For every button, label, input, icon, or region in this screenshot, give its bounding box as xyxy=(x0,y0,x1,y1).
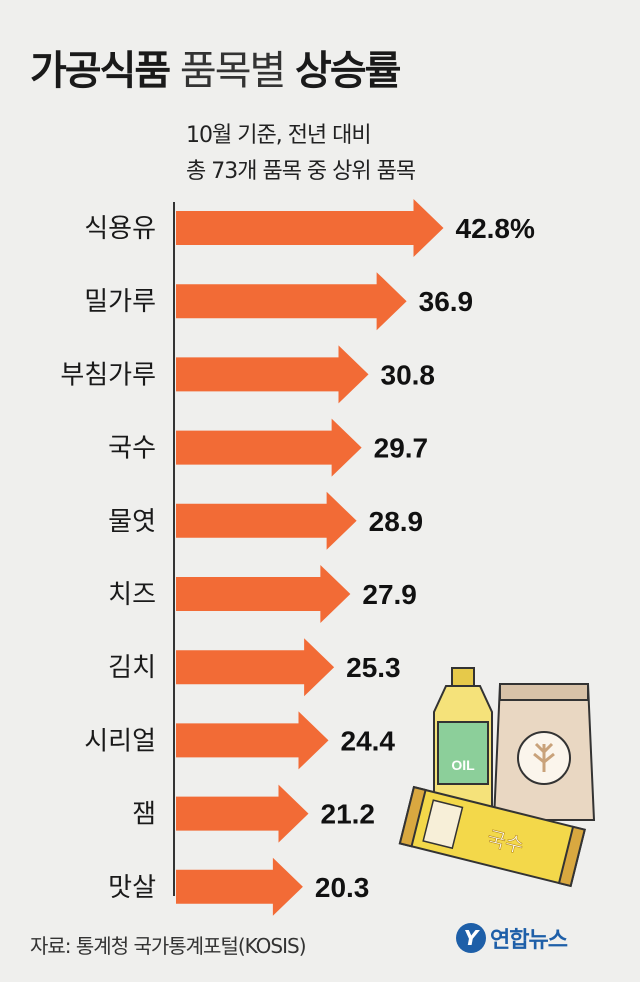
bar-5 xyxy=(176,565,351,623)
category-label-6: 김치 xyxy=(108,653,156,683)
bars-group: 식용유 42.8% 밀가루 36.9 부침가루 30.8 국수 29.7 물엿 28.9 치즈 27.… xyxy=(60,199,535,916)
logo-text: 연합뉴스 xyxy=(490,928,568,953)
category-label-7: 시리얼 xyxy=(84,726,156,756)
value-label-8: 21.2 xyxy=(321,799,376,830)
category-label-9: 맛살 xyxy=(108,873,156,903)
value-label-7: 24.4 xyxy=(341,725,396,756)
bar-9 xyxy=(176,857,303,916)
bar-2 xyxy=(176,345,369,404)
value-label-3: 29.7 xyxy=(374,433,429,464)
category-label-3: 국수 xyxy=(108,434,156,464)
noodle-pack-icon: 국수 xyxy=(398,785,586,888)
illustration: OIL 국수 xyxy=(398,667,596,888)
category-label-0: 식용유 xyxy=(84,214,156,244)
value-label-2: 30.8 xyxy=(381,359,436,390)
subtitle: 10월 기준, 전년 대비 총 73개 품목 중 상위 품목 xyxy=(186,118,416,190)
page-title: 가공식품 품목별 상승률 xyxy=(30,38,401,96)
category-label-4: 물엿 xyxy=(108,507,156,537)
title-part3: 상승률 xyxy=(295,48,401,94)
publisher-logo: Y 연합뉴스 xyxy=(456,922,568,954)
category-label-5: 치즈 xyxy=(108,580,156,610)
category-label-1: 밀가루 xyxy=(84,287,156,317)
subtitle-line1: 10월 기준, 전년 대비 xyxy=(186,123,372,148)
value-label-1: 36.9 xyxy=(419,286,474,317)
oil-label: OIL xyxy=(451,757,475,773)
subtitle-line2: 총 73개 품목 중 상위 품목 xyxy=(186,159,416,184)
bar-1 xyxy=(176,272,407,331)
bar-7 xyxy=(176,711,329,770)
bar-8 xyxy=(176,784,309,843)
value-label-6: 25.3 xyxy=(346,652,401,683)
value-label-9: 20.3 xyxy=(315,872,370,903)
value-label-4: 28.9 xyxy=(369,506,424,537)
value-label-5: 27.9 xyxy=(362,579,417,610)
flour-bag-icon xyxy=(492,683,596,821)
value-label-0: 42.8% xyxy=(456,213,535,244)
category-label-2: 부침가루 xyxy=(60,360,156,390)
title-part2: 품목별 xyxy=(179,48,286,94)
bar-0 xyxy=(176,199,444,257)
bar-4 xyxy=(176,491,357,550)
title-part1: 가공식품 xyxy=(30,48,171,94)
oil-bottle-icon: OIL xyxy=(433,667,493,811)
bar-6 xyxy=(176,638,335,697)
bar-3 xyxy=(176,418,362,477)
source-note: 자료: 통계청 국가통계포털(KOSIS) xyxy=(30,934,307,958)
category-label-8: 잼 xyxy=(132,800,156,830)
logo-mark-icon: Y xyxy=(456,923,486,953)
